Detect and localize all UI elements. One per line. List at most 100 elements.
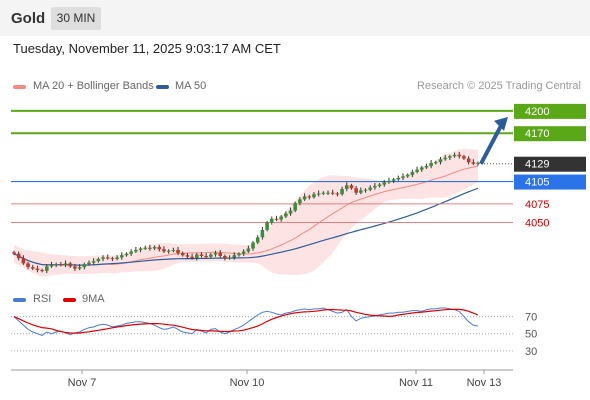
candle-body [373, 186, 377, 188]
candle-body [185, 255, 190, 257]
level-label-4129: 4129 [525, 159, 549, 171]
candle-body [35, 268, 40, 271]
ma50-legend-swatch [156, 85, 169, 89]
candle-body [223, 255, 227, 259]
ma9-legend-swatch [63, 298, 76, 302]
candle-body [12, 252, 16, 254]
candle-body [138, 248, 143, 251]
candle-body [279, 216, 283, 220]
candle-body [363, 189, 368, 191]
symbol-title: Gold [11, 10, 46, 27]
candle-body [68, 263, 73, 267]
candle-body [415, 169, 419, 172]
chart-header: Gold 30 MIN [0, 0, 590, 36]
candle-body [180, 252, 185, 256]
candle-body [424, 165, 429, 168]
level-label-4170: 4170 [525, 128, 549, 140]
candle-body [255, 237, 260, 243]
candle-body [405, 174, 410, 177]
candle-body [194, 254, 199, 259]
candle-body [26, 263, 30, 268]
ma20-legend-swatch [13, 85, 26, 89]
candle-body [49, 264, 54, 267]
candle-body [452, 154, 457, 157]
level-box-4200 [514, 103, 586, 119]
candle-body [443, 157, 447, 160]
candle-body [330, 192, 335, 194]
candle-body [457, 154, 462, 157]
candle-body [448, 156, 452, 158]
level-box-4129 [514, 156, 586, 172]
candle-body [274, 218, 279, 220]
credit: Research © 2025 Trading Central [416, 80, 581, 92]
candle-body [251, 242, 255, 249]
candle-body [434, 162, 438, 164]
candle-body [288, 210, 293, 214]
candle-body [59, 264, 63, 266]
candle-body [438, 159, 443, 163]
candle-body [471, 162, 476, 164]
rsi-line [13, 307, 479, 336]
candle-body [246, 248, 251, 252]
candle-body [429, 162, 433, 166]
candle-body [124, 253, 129, 256]
candle-body [54, 264, 58, 266]
level-label-4050: 4050 [525, 217, 549, 229]
candle-body [91, 261, 96, 263]
candle-body [73, 266, 77, 269]
candle-body [368, 187, 373, 190]
rsi-tick-30: 30 [525, 346, 537, 358]
candle-body [21, 258, 26, 264]
candle-body [204, 255, 208, 257]
candle-body [77, 267, 82, 269]
candle-body [119, 255, 124, 258]
candle-body [176, 250, 180, 253]
candle-body [307, 196, 312, 198]
candle-body [359, 190, 363, 193]
rsi-ma-line [13, 308, 479, 334]
timeframe-button[interactable]: 30 MIN [51, 7, 101, 30]
candle-body [377, 184, 382, 187]
candle-body [335, 193, 340, 195]
rsi-tick-70: 70 [525, 312, 537, 324]
candle-body [284, 213, 288, 217]
level-box-4105 [514, 174, 586, 190]
candle-body [157, 247, 162, 250]
x-tick-label: Nov 7 [68, 377, 97, 389]
candle-body [166, 250, 171, 252]
candle-body [129, 251, 133, 254]
level-label-4075: 4075 [525, 199, 549, 211]
candle-body [265, 222, 269, 230]
candle-body [101, 257, 105, 259]
timestamp: Tuesday, November 11, 2025 9:03:17 AM CE… [13, 41, 281, 56]
candle-body [387, 180, 391, 183]
candle-body [40, 270, 44, 272]
candle-body [148, 247, 152, 249]
candle-body [82, 264, 87, 268]
ma20-legend-label: MA 20 + Bollinger Bands [33, 80, 154, 92]
candle-body [30, 267, 35, 269]
rsi-legend-label: RSI [33, 293, 52, 305]
candle-body [171, 250, 176, 252]
candle-body [410, 171, 415, 175]
candle-body [344, 185, 349, 189]
candle-body [462, 156, 466, 159]
candle-body [218, 252, 223, 256]
candle-body [312, 194, 316, 198]
candle-body [96, 258, 101, 262]
candle-body [321, 192, 326, 194]
level-label-4200: 4200 [525, 106, 549, 118]
forecast-arrow [479, 122, 504, 165]
candle-body [162, 249, 166, 252]
candle-body [354, 188, 358, 193]
level-box-4170 [514, 126, 586, 142]
candle-body [316, 193, 321, 195]
candle-body [419, 167, 424, 170]
level-label-4105: 4105 [525, 177, 549, 189]
candle-body [396, 177, 401, 180]
candle-body [110, 258, 115, 260]
candle-body [298, 199, 302, 204]
candle-body [340, 189, 344, 195]
candle-body [302, 196, 307, 200]
